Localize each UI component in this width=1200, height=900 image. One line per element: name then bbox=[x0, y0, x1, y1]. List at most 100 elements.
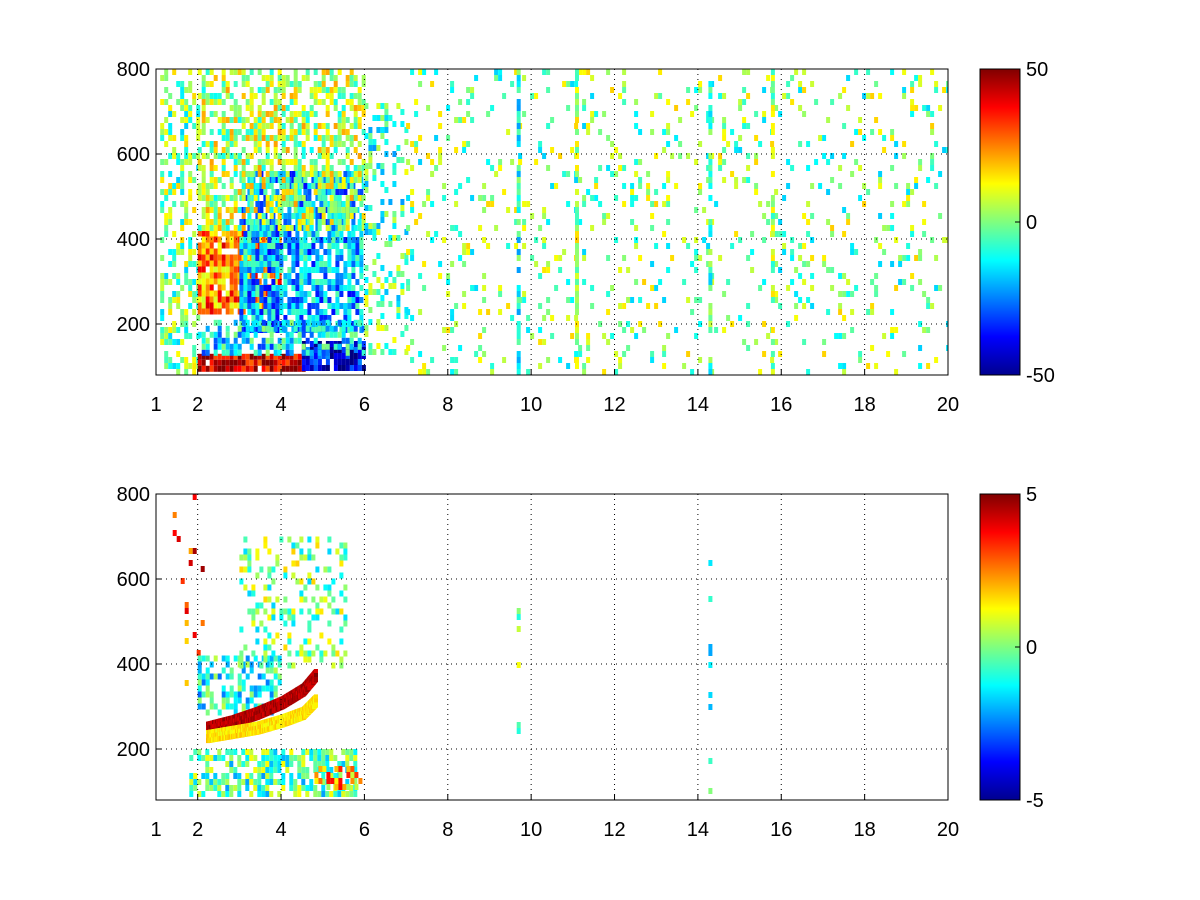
heatmap-cell bbox=[301, 755, 306, 761]
heatmap-cell bbox=[192, 494, 197, 500]
heatmap-cell bbox=[326, 784, 331, 790]
heatmap-cell bbox=[313, 135, 318, 141]
heatmap-cell bbox=[184, 602, 189, 608]
heatmap-cell bbox=[189, 785, 194, 791]
heatmap-cell bbox=[380, 133, 385, 139]
heatmap-cell bbox=[197, 365, 202, 372]
heatmap-cell bbox=[347, 261, 352, 267]
heatmap-cell bbox=[180, 99, 185, 105]
heatmap-cell bbox=[658, 279, 663, 285]
heatmap-cell bbox=[205, 81, 210, 87]
heatmap-cell bbox=[209, 159, 214, 165]
heatmap-cell bbox=[530, 213, 535, 219]
heatmap-cell bbox=[213, 655, 218, 662]
heatmap-cell bbox=[706, 249, 711, 255]
heatmap-cell bbox=[251, 291, 256, 297]
heatmap-cell bbox=[257, 147, 262, 153]
heatmap-cell bbox=[217, 673, 222, 680]
heatmap-cell bbox=[317, 99, 322, 105]
heatmap-cell bbox=[197, 183, 202, 189]
heatmap-cell bbox=[265, 779, 270, 785]
heatmap-cell bbox=[337, 183, 342, 189]
heatmap-cell bbox=[333, 87, 338, 93]
heatmap-cell bbox=[542, 315, 547, 321]
heatmap-cell bbox=[575, 213, 579, 219]
heatmap-cell bbox=[289, 225, 294, 231]
heatmap-cell bbox=[351, 255, 356, 261]
heatmap-cell bbox=[249, 93, 254, 99]
heatmap-cell bbox=[341, 353, 346, 359]
heatmap-cell bbox=[168, 189, 173, 195]
heatmap-cell bbox=[259, 243, 264, 249]
heatmap-cell bbox=[176, 327, 181, 333]
heatmap-cell bbox=[295, 291, 300, 297]
heatmap-cell bbox=[329, 75, 334, 81]
heatmap-cell bbox=[245, 135, 250, 141]
heatmap-cell bbox=[209, 93, 214, 99]
heatmap-cell bbox=[307, 189, 312, 195]
heatmap-cell bbox=[319, 243, 324, 249]
heatmap-cell bbox=[221, 225, 226, 231]
heatmap-cell bbox=[247, 554, 252, 561]
heatmap-cell bbox=[205, 667, 210, 674]
heatmap-cell bbox=[654, 285, 659, 291]
heatmap-cell bbox=[575, 87, 579, 93]
heatmap-cell bbox=[638, 255, 643, 261]
heatmap-cell bbox=[494, 75, 499, 81]
heatmap-cell bbox=[263, 249, 268, 255]
heatmap-cell bbox=[594, 111, 599, 117]
heatmap-cell bbox=[307, 315, 312, 321]
heatmap-cell bbox=[293, 135, 298, 141]
heatmap-cell bbox=[337, 93, 342, 99]
heatmap-cell bbox=[184, 147, 189, 153]
heatmap-cell bbox=[349, 365, 354, 371]
heatmap-cell bbox=[309, 171, 314, 177]
heatmap-cell bbox=[295, 279, 300, 285]
heatmap-cell bbox=[782, 93, 787, 99]
heatmap-cell bbox=[878, 171, 883, 177]
heatmap-cell bbox=[233, 343, 238, 350]
heatmap-cell bbox=[293, 93, 298, 99]
heatmap-cell bbox=[694, 297, 699, 303]
heatmap-cell bbox=[213, 147, 218, 153]
heatmap-cell bbox=[233, 331, 238, 338]
heatmap-cell bbox=[221, 254, 226, 261]
heatmap-cell bbox=[388, 199, 393, 205]
heatmap-cell bbox=[926, 105, 931, 111]
heatmap-cell bbox=[180, 177, 185, 183]
heatmap-cell bbox=[516, 267, 521, 273]
heatmap-cell bbox=[229, 272, 234, 279]
heatmap-cell bbox=[516, 255, 521, 261]
heatmap-cell bbox=[273, 93, 278, 99]
heatmap-cell bbox=[237, 105, 242, 111]
heatmap-cell bbox=[364, 181, 369, 187]
heatmap-cell bbox=[530, 333, 535, 339]
heatmap-cell bbox=[267, 285, 272, 291]
heatmap-cell bbox=[293, 353, 298, 360]
heatmap-cell bbox=[283, 231, 288, 237]
heatmap-cell bbox=[311, 279, 316, 285]
heatmap-cell bbox=[351, 249, 356, 255]
heatmap-cell bbox=[217, 93, 222, 99]
heatmap-cell bbox=[317, 365, 322, 371]
heatmap-cell bbox=[311, 201, 316, 207]
heatmap-cell bbox=[233, 201, 238, 207]
heatmap-cell bbox=[281, 359, 286, 366]
heatmap-cell bbox=[438, 147, 443, 153]
heatmap-cell bbox=[902, 279, 907, 285]
heatmap-cell bbox=[168, 111, 173, 117]
heatmap-cell bbox=[279, 183, 284, 189]
heatmap-cell bbox=[180, 171, 185, 177]
heatmap-cell bbox=[311, 267, 316, 273]
heatmap-cell bbox=[217, 296, 222, 303]
heatmap-cell bbox=[347, 309, 352, 315]
heatmap-cell bbox=[345, 779, 350, 785]
heatmap-cell bbox=[291, 177, 296, 183]
heatmap-cell bbox=[742, 339, 747, 345]
heatmap-cell bbox=[309, 365, 314, 371]
heatmap-cell bbox=[299, 608, 304, 615]
heatmap-cell bbox=[205, 272, 210, 279]
heatmap-cell bbox=[192, 279, 197, 285]
heatmap-cell bbox=[168, 249, 173, 255]
heatmap-cell bbox=[325, 225, 330, 231]
